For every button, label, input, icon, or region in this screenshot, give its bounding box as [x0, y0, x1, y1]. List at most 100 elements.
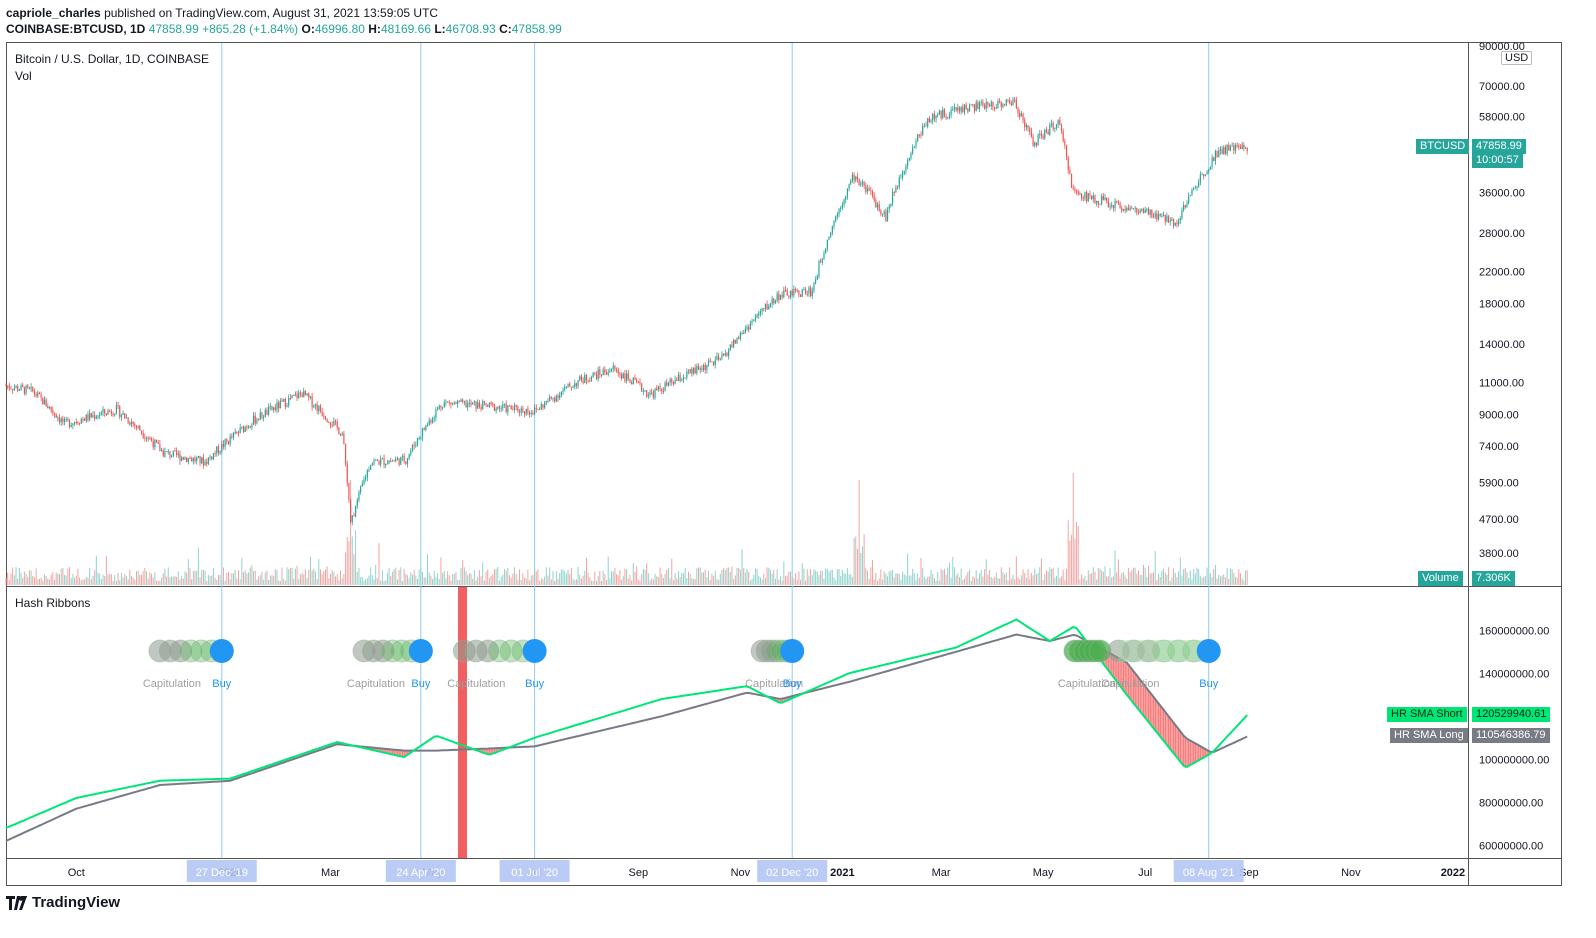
volume-bar [59, 574, 61, 585]
candle-body [1122, 208, 1125, 211]
candle-body [234, 432, 236, 434]
candle-body [761, 308, 763, 312]
candle-body [1171, 218, 1173, 221]
candle-body [157, 442, 159, 444]
volume-bar [420, 568, 422, 585]
candle-body [927, 118, 929, 127]
price-tick-label: 28000.00 [1479, 228, 1525, 240]
candle-body [94, 414, 96, 419]
volume-bar [972, 576, 974, 585]
tradingview-logo[interactable]: TradingView [6, 894, 120, 911]
volume-bar [540, 578, 542, 585]
capitulation-fill-slice [498, 748, 501, 752]
volume-bar [137, 570, 139, 585]
candle-body [127, 417, 129, 423]
candle-body [788, 295, 790, 298]
volume-bar [152, 577, 154, 585]
candle-body [381, 458, 383, 460]
capitulation-fill-slice [403, 750, 405, 758]
volume-bar [132, 577, 134, 585]
candle-body [428, 420, 430, 425]
volume-bar [219, 575, 221, 585]
volume-bar [365, 579, 367, 585]
volume-bar [427, 554, 429, 585]
candle-body [1243, 144, 1245, 149]
volume-bar [728, 567, 730, 585]
volume-bar [689, 573, 691, 585]
capitulation-fill-slice [376, 748, 379, 752]
volume-bar [726, 567, 728, 585]
candle-body [421, 428, 424, 438]
volume-bar [497, 567, 499, 585]
candle-body [617, 369, 619, 374]
volume-bar [642, 568, 644, 585]
candle-body [1216, 151, 1218, 158]
volume-bar [157, 580, 159, 585]
capitulation-fill-slice [1186, 738, 1188, 767]
candle-body [160, 450, 163, 452]
volume-bar [861, 546, 863, 585]
candle-body [1080, 193, 1083, 199]
volume-bar [1171, 577, 1173, 585]
candle-body [283, 398, 285, 402]
candle-body [980, 101, 982, 103]
currency-label[interactable]: USD [1501, 51, 1533, 65]
volume-bar [428, 572, 430, 585]
candle-body [910, 153, 912, 159]
volume-indicator-label[interactable]: Vol [15, 69, 32, 83]
volume-bar [1240, 573, 1242, 585]
volume-bar [1179, 557, 1181, 585]
candle-body [848, 184, 850, 189]
volume-bar [380, 580, 382, 585]
volume-bar [1087, 570, 1089, 585]
candle-body [1233, 145, 1235, 151]
candle-body [189, 458, 191, 460]
volume-bar [400, 567, 402, 585]
candle-body [191, 458, 193, 462]
volume-bar [1072, 473, 1074, 585]
volume-bar [1061, 576, 1063, 585]
hash-ribbons-title[interactable]: Hash Ribbons [15, 596, 91, 610]
candle-body [953, 107, 956, 110]
author-name[interactable]: capriole_charles [6, 6, 101, 20]
candle-body [1142, 208, 1145, 213]
signal-labels: Capitulation Capitulation Capitulation Capi… [143, 678, 1219, 690]
hr-sma-short-line [5, 618, 1248, 829]
volume-bar [783, 561, 785, 585]
volume-bar [442, 572, 444, 585]
candle-body [172, 450, 174, 457]
capitulation-fill-slice [1167, 716, 1170, 747]
volume-bar [393, 569, 395, 585]
volume-bar [562, 569, 564, 585]
volume-bar [351, 536, 353, 585]
capitulation-label: Capitulation [1058, 678, 1116, 690]
volume-bar [191, 579, 193, 585]
candle-body [1161, 215, 1163, 217]
candle-body [431, 418, 434, 423]
candle-body [724, 352, 726, 356]
volume-bar [741, 549, 743, 585]
volume-bar [935, 580, 937, 585]
candle-body [229, 436, 231, 444]
candle-body [943, 109, 946, 117]
capitulation-fill-slice [1162, 709, 1165, 741]
candle-body [179, 453, 181, 461]
volume-bar [286, 567, 288, 585]
volume-bar [1191, 579, 1193, 585]
candle-body [537, 408, 539, 410]
candle-body [1091, 195, 1093, 200]
volume-bar [796, 579, 798, 585]
candle-body [1029, 128, 1031, 132]
volume-bar [871, 560, 873, 585]
candle-body [430, 420, 432, 423]
candle-body [890, 203, 892, 206]
volume-bar [980, 570, 982, 585]
volume-bar [182, 578, 184, 585]
price-tick-label: 5900.00 [1479, 477, 1519, 489]
candle-body [1059, 119, 1061, 126]
candle-body [1244, 147, 1247, 149]
candle-body [923, 125, 925, 127]
volume-bar [1163, 568, 1165, 585]
volume-bar [938, 580, 940, 585]
